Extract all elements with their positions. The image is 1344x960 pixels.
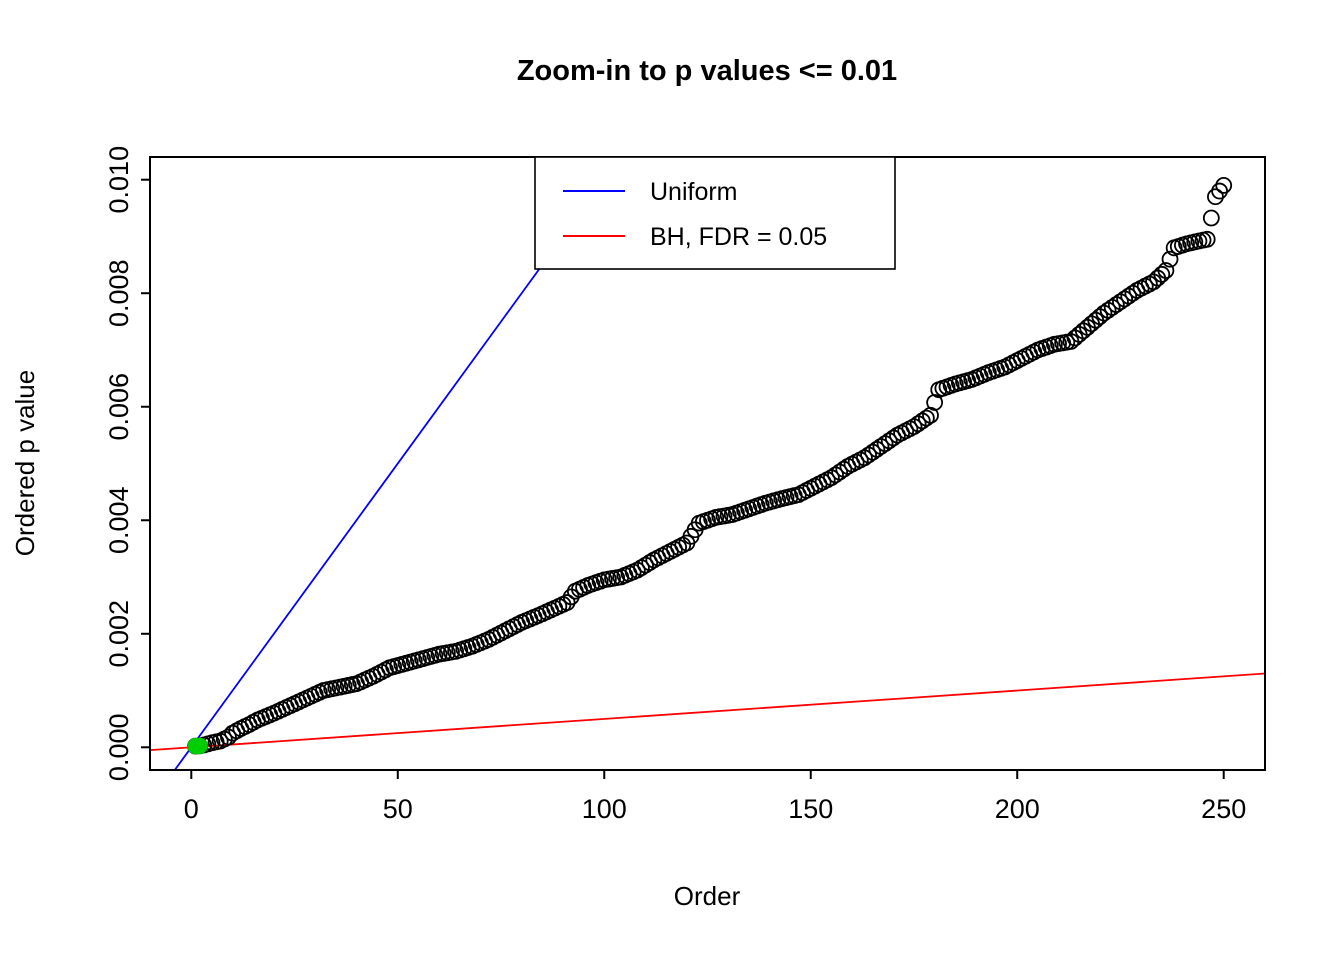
legend-bh-label: BH, FDR = 0.05 [650,223,827,251]
pvalue-point [1211,182,1228,200]
ordered-pvalue-points [187,176,1233,755]
pvalue-point [1124,284,1142,302]
plot-title: Zoom-in to p values <= 0.01 [517,55,897,87]
pvalue-point [880,432,898,450]
pvalue-point [831,463,849,481]
plot-area: 0 50 100 150 200 250 0.000 0.002 0.004 0.006 0.008… [104,146,1266,824]
pvalue-point [1157,262,1175,279]
significant-green-point [191,737,208,755]
legend-uniform-label: Uniform [650,178,738,206]
pvalue-point [872,438,890,455]
pvalue-point [1120,287,1138,305]
x-axis-label: Order [674,881,741,911]
pvalue-point [1202,209,1220,227]
pvalue-point [822,469,840,487]
pvalue-point [1198,230,1216,248]
pvalue-point [558,594,576,611]
pvalue-point [1099,301,1117,319]
plot-inner [150,157,1265,770]
y-axis-label: Ordered p value [10,370,40,556]
pvalue-point [1116,290,1133,308]
x-tick-label: 200 [995,794,1040,824]
y-tick-label: 0.002 [104,600,134,668]
pvalue-point [827,466,844,484]
pvalue-point [860,446,877,464]
pvalue-point [917,409,935,427]
pvalue-point [856,449,873,467]
pvalue-point [913,412,931,430]
legend-box [534,156,896,270]
pvalue-point [835,460,853,478]
pvalue-point [1207,188,1224,206]
y-tick-label: 0.004 [104,486,134,554]
pvalue-point [909,415,927,433]
pvalue-point [905,418,923,436]
x-tick-label: 100 [582,794,627,824]
x-tick-label: 150 [788,794,833,824]
y-tick-label: 0.010 [104,146,134,214]
pvalue-point [868,440,886,458]
y-tick-label: 0.006 [104,373,134,441]
pvalue-point [1103,299,1121,316]
x-tick-label: 50 [383,794,413,824]
y-tick-label: 0.000 [104,714,134,782]
pvalue-point [1095,304,1113,322]
pvalue-point [628,561,646,579]
pvalue-point [1107,296,1125,313]
pvalue-point [637,556,654,574]
y-tick-label: 0.008 [104,259,134,327]
x-tick-label: 250 [1201,794,1246,824]
pvalue-point [1153,265,1171,283]
legend: Uniform BH, FDR = 0.05 [534,156,896,270]
pvalue-point [884,429,902,447]
pvalue-point [1112,293,1129,311]
bh-fdr-line [150,672,1265,752]
pvalue-point [1161,250,1179,268]
uniform-line [173,157,622,770]
pvalue-point [633,559,650,577]
x-tick-label: 0 [184,794,199,824]
pvalue-point [1215,176,1233,194]
pvalue-point [876,435,894,453]
pvalue-point [864,443,882,461]
